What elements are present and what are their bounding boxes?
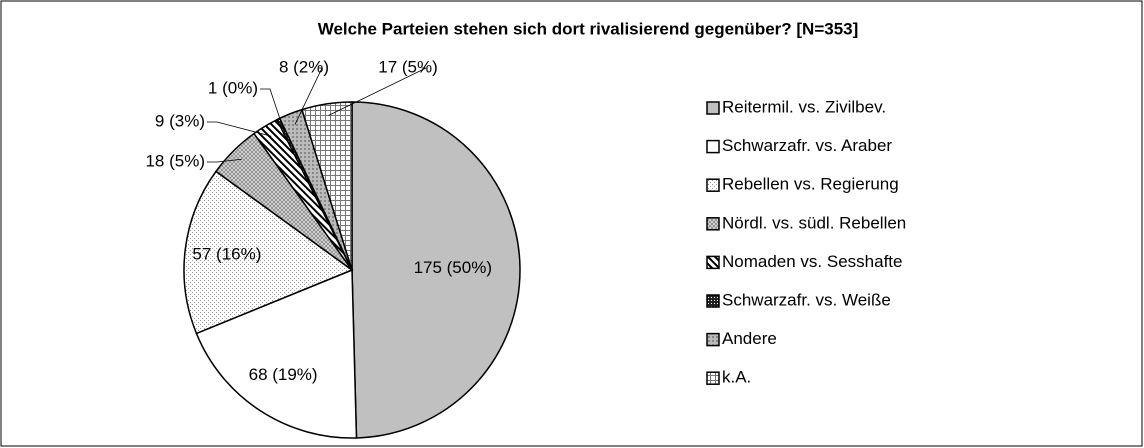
leader-line [207,158,242,163]
legend-label: Reitermil. vs. Zivilbev. [722,97,886,116]
leader-line [207,121,272,137]
legend-label: Nomaden vs. Sesshafte [722,252,902,271]
chart-title: Welche Parteien stehen sich dort rivalis… [318,19,859,38]
pie-slice [195,268,358,439]
legend-label: Schwarzafr. vs. Weiße [722,290,891,309]
data-label: 18 (5%) [145,151,205,170]
legend-swatch [706,178,720,192]
data-label: 17 (5%) [378,57,438,76]
legend-swatch [706,294,720,308]
legend-label: Andere [722,329,777,348]
data-label: 57 (16%) [192,244,261,263]
data-label: 1 (0%) [208,78,258,97]
legend-swatch [706,371,720,385]
legend-label: Nördl. vs. südl. Rebellen [722,213,906,232]
legend-label: Schwarzafr. vs. Araber [722,136,892,155]
legend-label: k.A. [722,368,751,387]
leader-line [294,67,323,125]
pie-slice [351,101,521,439]
data-label: 8 (2%) [279,57,329,76]
data-label: 175 (50%) [414,258,492,277]
pie-slice [300,101,353,271]
pie-slice [183,170,354,335]
legend-swatch [706,332,720,347]
legend-swatch [706,139,720,154]
legend-label: Rebellen vs. Regierung [722,175,899,194]
legend-swatch [706,217,720,231]
leader-line [328,67,427,116]
legend-swatch [706,255,720,270]
leader-line [260,88,284,130]
legend-swatch [706,101,720,115]
data-label: 68 (19%) [249,365,318,384]
data-label: 9 (3%) [155,111,205,130]
